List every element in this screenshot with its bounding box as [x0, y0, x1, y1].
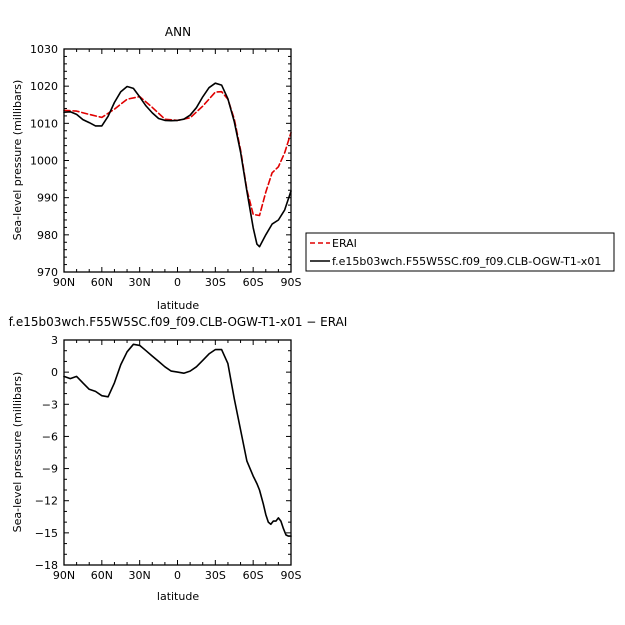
y-tick-label: 1010: [30, 117, 58, 130]
bottom-plot-frame: [63, 339, 292, 566]
series-line-erai: [63, 90, 292, 217]
bottom-y-axis-label: Sea-level pressure (millibars): [11, 372, 24, 533]
legend-label-model: f.e15b03wch.F55W5SC.f09_f09.CLB-OGW-T1-x…: [332, 255, 601, 268]
x-tick-label: 30S: [205, 569, 226, 582]
x-tick-label: 30S: [205, 276, 226, 289]
top-plot-area: [63, 48, 292, 273]
y-tick-label: 1020: [30, 80, 58, 93]
x-tick-label: 30N: [129, 276, 151, 289]
legend-label-erai: ERAI: [332, 237, 357, 250]
y-tick-label: 980: [37, 229, 58, 242]
x-tick-label: 30N: [129, 569, 151, 582]
bottom-x-tick-labels: 90N 60N 30N 0 30S 60S 90S: [53, 569, 302, 582]
bottom-y-tick-labels: 3 0 −3 −6 −9 −12 −15 −18: [35, 334, 58, 572]
y-tick-label: −18: [35, 559, 58, 572]
top-plot-frame: [63, 48, 292, 273]
y-tick-label: −12: [35, 495, 58, 508]
x-tick-label: 0: [174, 569, 181, 582]
top-panel: ANN Sea-level pressure (millibars) 90N 60…: [11, 25, 302, 312]
x-tick-label: 60N: [91, 569, 113, 582]
bottom-x-axis-label: latitude: [157, 590, 199, 603]
y-tick-label: −6: [42, 430, 58, 443]
y-tick-label: 3: [51, 334, 58, 347]
x-tick-label: 90N: [53, 276, 75, 289]
x-tick-label: 90N: [53, 569, 75, 582]
series-line-model: [63, 82, 292, 248]
x-tick-label: 60S: [243, 569, 264, 582]
difference-line: [63, 343, 292, 537]
y-tick-label: 1030: [30, 43, 58, 56]
y-tick-label: 1000: [30, 155, 58, 168]
legend: ERAI f.e15b03wch.F55W5SC.f09_f09.CLB-OGW…: [305, 232, 615, 272]
y-tick-label: 990: [37, 192, 58, 205]
bottom-plot-area: [63, 339, 292, 566]
x-tick-label: 60S: [243, 276, 264, 289]
top-y-tick-labels: 970 980 990 1000 1010 1020 1030: [30, 43, 58, 279]
top-x-axis-label: latitude: [157, 299, 199, 312]
bottom-chart-title: f.e15b03wch.F55W5SC.f09_f09.CLB-OGW-T1-x…: [9, 315, 348, 329]
y-tick-label: −3: [42, 398, 58, 411]
y-tick-label: 0: [51, 366, 58, 379]
top-y-axis-label: Sea-level pressure (millibars): [11, 80, 24, 241]
y-tick-label: −9: [42, 463, 58, 476]
x-tick-label: 60N: [91, 276, 113, 289]
bottom-panel: f.e15b03wch.F55W5SC.f09_f09.CLB-OGW-T1-x…: [9, 315, 348, 603]
top-chart-title: ANN: [165, 25, 191, 39]
top-x-tick-labels: 90N 60N 30N 0 30S 60S 90S: [53, 276, 302, 289]
x-tick-label: 0: [174, 276, 181, 289]
x-tick-label: 90S: [281, 569, 302, 582]
x-tick-label: 90S: [281, 276, 302, 289]
y-tick-label: 970: [37, 266, 58, 279]
y-tick-label: −15: [35, 527, 58, 540]
legend-box: [305, 232, 615, 272]
